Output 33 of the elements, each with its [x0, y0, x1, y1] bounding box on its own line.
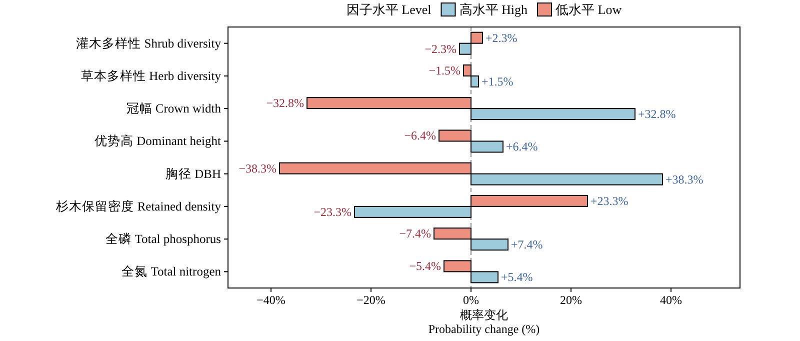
- data-label: −6.4%: [404, 128, 436, 143]
- x-tick-label: 0%: [463, 293, 479, 307]
- data-label: −1.5%: [428, 63, 460, 78]
- legend-title: 因子水平 Level: [346, 2, 432, 17]
- data-label: +1.5%: [482, 74, 514, 88]
- data-label: −5.4%: [409, 259, 441, 274]
- data-label: −2.3%: [424, 42, 456, 56]
- data-label: +2.3%: [486, 30, 518, 45]
- data-label: −23.3%: [314, 204, 352, 219]
- x-tick-label: −40%: [256, 293, 286, 307]
- data-label: −38.3%: [238, 161, 276, 176]
- legend-label: 低水平 Low: [556, 2, 622, 17]
- data-label: −32.8%: [266, 96, 304, 110]
- y-tick-label: 冠幅 Crown width: [126, 102, 222, 116]
- data-label: −7.4%: [399, 226, 431, 241]
- data-label: +7.4%: [511, 238, 543, 252]
- y-tick-label: 优势高 Dominant height: [94, 133, 222, 148]
- legend-label: 高水平 High: [459, 2, 528, 17]
- y-tick-label: 草本多样性 Herb diversity: [81, 68, 222, 83]
- x-tick-label: 40%: [660, 293, 682, 307]
- x-tick-label: 20%: [560, 293, 582, 307]
- x-tick-label: −20%: [356, 293, 386, 307]
- y-tick-label: 杉木保留密度 Retained density: [55, 198, 222, 214]
- x-axis-title: 概率变化 Probability change (%): [428, 308, 540, 336]
- y-tick-label: 全磷 Total phosphorus: [106, 232, 222, 246]
- y-tick-label: 灌木多样性 Shrub diversity: [76, 36, 222, 50]
- data-label: +6.4%: [506, 140, 538, 154]
- data-label: +38.3%: [666, 172, 704, 186]
- data-label: +5.4%: [501, 270, 533, 284]
- y-tick-label: 全氮 Total nitrogen: [122, 264, 222, 279]
- data-label: +32.8%: [638, 107, 676, 122]
- y-tick-label: 胸径 DBH: [165, 166, 221, 181]
- data-label: +23.3%: [590, 194, 628, 208]
